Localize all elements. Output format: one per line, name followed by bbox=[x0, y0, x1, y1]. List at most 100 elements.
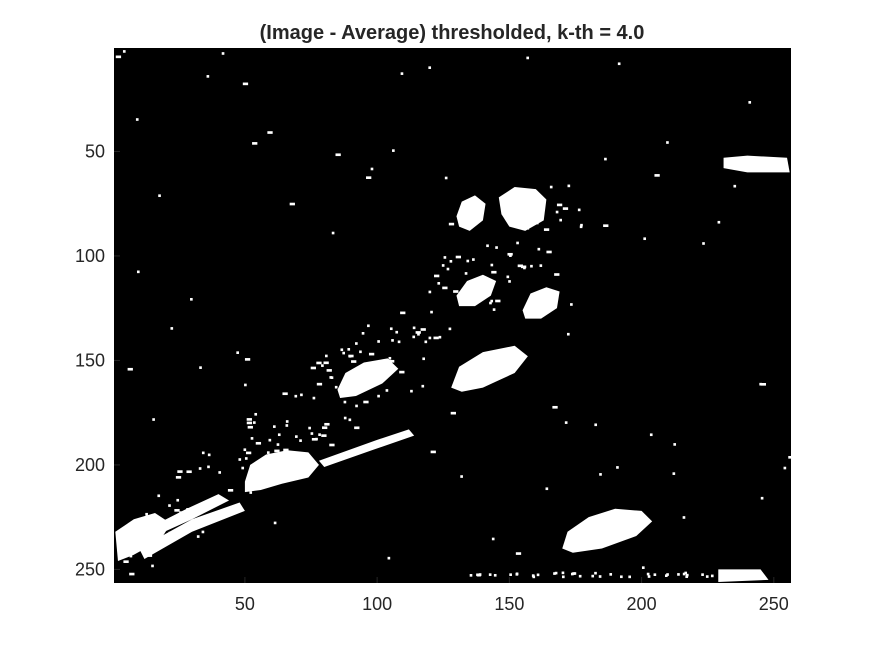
noise-pixel bbox=[342, 351, 346, 355]
noise-pixel bbox=[535, 221, 539, 225]
noise-pixel bbox=[654, 174, 660, 177]
noise-pixel bbox=[748, 101, 752, 104]
noise-pixel bbox=[247, 425, 253, 429]
noise-pixel bbox=[489, 301, 492, 305]
noise-pixel bbox=[552, 405, 558, 409]
noise-pixel bbox=[556, 203, 563, 207]
noise-pixel bbox=[255, 441, 262, 445]
noise-pixel bbox=[300, 393, 303, 397]
noise-pixel bbox=[536, 208, 542, 212]
noise-pixel bbox=[561, 571, 565, 575]
noise-pixel bbox=[368, 381, 372, 384]
noise-pixel bbox=[515, 573, 519, 576]
noise-pixel bbox=[483, 277, 486, 281]
noise-pixel bbox=[370, 373, 374, 376]
noise-pixel bbox=[348, 418, 352, 422]
noise-pixel bbox=[443, 256, 447, 259]
noise-pixel bbox=[388, 356, 392, 360]
noise-pixel bbox=[594, 571, 597, 575]
noise-pixel bbox=[653, 573, 657, 577]
noise-pixel bbox=[277, 433, 281, 437]
noise-pixel bbox=[316, 361, 322, 365]
noise-pixel bbox=[514, 221, 517, 224]
noise-pixel bbox=[295, 435, 298, 438]
noise-pixel bbox=[146, 554, 153, 557]
noise-pixel bbox=[717, 220, 721, 224]
noise-pixel bbox=[158, 194, 161, 198]
noise-pixel bbox=[218, 471, 222, 474]
noise-pixel bbox=[537, 247, 541, 251]
noise-pixel bbox=[331, 231, 335, 235]
noise-pixel bbox=[783, 466, 787, 470]
noise-pixel bbox=[267, 131, 273, 134]
noise-pixel bbox=[137, 522, 140, 526]
noise-pixel bbox=[359, 350, 362, 354]
noise-pixel bbox=[649, 433, 653, 437]
noise-pixel bbox=[705, 575, 709, 578]
noise-pixel bbox=[387, 556, 391, 560]
noise-pixel bbox=[174, 509, 180, 512]
noise-pixel bbox=[415, 331, 421, 334]
noise-pixel bbox=[555, 210, 559, 214]
noise-pixel bbox=[325, 354, 328, 358]
noise-pixel bbox=[677, 573, 680, 576]
blob-streak-2 bbox=[149, 494, 230, 536]
noise-pixel bbox=[417, 332, 420, 336]
noise-pixel bbox=[176, 498, 180, 502]
noise-pixel bbox=[238, 458, 242, 461]
noise-pixel bbox=[672, 472, 676, 475]
noise-pixel bbox=[329, 443, 335, 447]
noise-pixel bbox=[140, 542, 144, 546]
noise-pixel bbox=[566, 332, 570, 336]
noise-pixel bbox=[545, 487, 549, 491]
noise-pixel bbox=[646, 572, 650, 576]
noise-pixel bbox=[524, 220, 527, 224]
noise-pixel bbox=[355, 404, 358, 408]
noise-pixel bbox=[253, 421, 256, 424]
noise-pixel bbox=[477, 573, 480, 577]
noise-pixel bbox=[559, 218, 562, 222]
noise-pixel bbox=[441, 264, 445, 267]
noise-pixel bbox=[334, 385, 338, 389]
noise-pixel bbox=[493, 573, 497, 577]
noise-pixel bbox=[428, 290, 432, 294]
noise-pixel bbox=[370, 167, 374, 171]
noise-pixel bbox=[186, 508, 192, 511]
noise-pixel bbox=[430, 310, 433, 314]
noise-pixel bbox=[285, 420, 289, 423]
noise-pixel bbox=[466, 259, 470, 263]
noise-pixel bbox=[420, 328, 426, 331]
noise-pixel bbox=[170, 327, 174, 330]
noise-pixel bbox=[273, 521, 277, 525]
noise-pixel bbox=[257, 476, 263, 480]
noise-pixel bbox=[531, 201, 535, 204]
noise-pixel bbox=[129, 554, 133, 558]
noise-pixel bbox=[438, 335, 442, 339]
noise-pixel bbox=[351, 388, 355, 391]
noise-pixel bbox=[509, 254, 512, 257]
noise-pixel bbox=[641, 566, 645, 569]
x-tick-label: 250 bbox=[759, 594, 789, 614]
noise-pixel bbox=[444, 176, 448, 180]
noise-pixel bbox=[175, 476, 182, 479]
noise-pixel bbox=[603, 224, 609, 228]
noise-pixel bbox=[329, 376, 333, 379]
noise-pixel bbox=[129, 572, 135, 576]
noise-pixel bbox=[282, 392, 288, 396]
noise-pixel bbox=[154, 538, 157, 542]
noise-pixel bbox=[453, 290, 459, 293]
noise-pixel bbox=[136, 270, 140, 274]
noise-pixel bbox=[196, 535, 200, 538]
noise-pixel bbox=[363, 400, 369, 404]
noise-pixel bbox=[187, 515, 193, 518]
noise-pixel bbox=[616, 466, 619, 469]
x-tick-label: 150 bbox=[494, 594, 524, 614]
noise-pixel bbox=[324, 422, 330, 426]
noise-pixel bbox=[666, 141, 669, 144]
blob-bottom-right-label bbox=[718, 569, 769, 582]
noise-pixel bbox=[246, 418, 252, 421]
noise-pixel bbox=[702, 242, 705, 245]
noise-pixel bbox=[315, 437, 318, 441]
blob-mid-2 bbox=[522, 287, 560, 319]
noise-pixel bbox=[362, 380, 368, 384]
